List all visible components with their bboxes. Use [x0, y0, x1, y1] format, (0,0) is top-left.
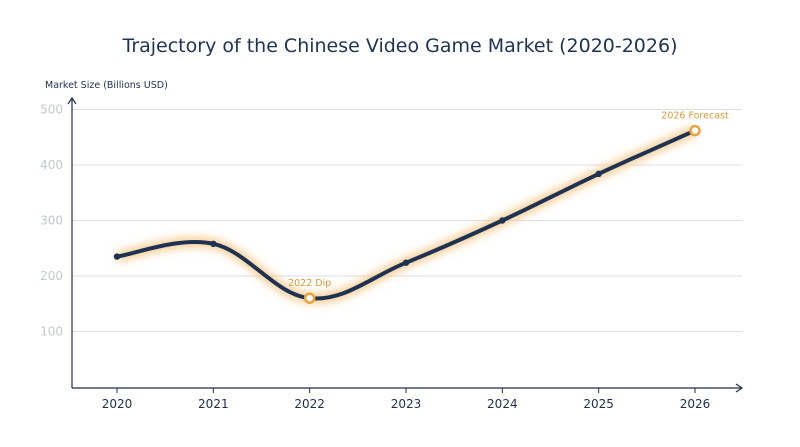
- series-line-glow: [116, 125, 698, 304]
- y-tick-label-200: 200: [40, 269, 63, 283]
- gridlines: [72, 109, 742, 332]
- tick-labels: 100 200 300 400 500 2020 2021 2022 2023 2024 2025 2…: [40, 103, 710, 412]
- y-tick-label-500: 500: [40, 103, 63, 117]
- x-tick-label-2024: 2024: [487, 397, 518, 411]
- y-axis-arrow: [67, 96, 77, 105]
- data-points: [113, 124, 701, 304]
- annotation-2022: 2022 Dip: [288, 278, 331, 289]
- chart-title: Trajectory of the Chinese Video Game Mar…: [122, 35, 678, 57]
- data-point-2025: [595, 170, 602, 178]
- x-tick-label-2021: 2021: [198, 397, 229, 411]
- y-tick-label-100: 100: [40, 325, 63, 339]
- x-tick-label-2025: 2025: [583, 397, 614, 411]
- x-tick-label-2020: 2020: [102, 397, 133, 411]
- data-point-2021: [210, 240, 217, 248]
- y-tick-label-300: 300: [40, 214, 63, 228]
- data-point-2020: [113, 253, 121, 260]
- data-point-2022: [303, 292, 316, 304]
- series-line: [115, 125, 698, 304]
- x-tick-label-2023: 2023: [391, 397, 422, 411]
- x-tick-label-2022: 2022: [294, 397, 325, 411]
- data-point-2023: [402, 259, 410, 266]
- annotation-2026: 2026 Forecast: [661, 111, 729, 122]
- x-axis-arrow: [735, 383, 744, 393]
- y-axis-label: Market Size (Billions USD): [45, 80, 168, 91]
- x-tick-label-2026: 2026: [680, 397, 711, 411]
- data-point-2026: [689, 124, 701, 137]
- data-point-2024: [499, 217, 506, 224]
- axes: [67, 96, 744, 393]
- series-line-path: [115, 128, 697, 301]
- annotations: 2022 Dip 2026 Forecast: [288, 111, 729, 290]
- y-tick-label-400: 400: [40, 158, 63, 172]
